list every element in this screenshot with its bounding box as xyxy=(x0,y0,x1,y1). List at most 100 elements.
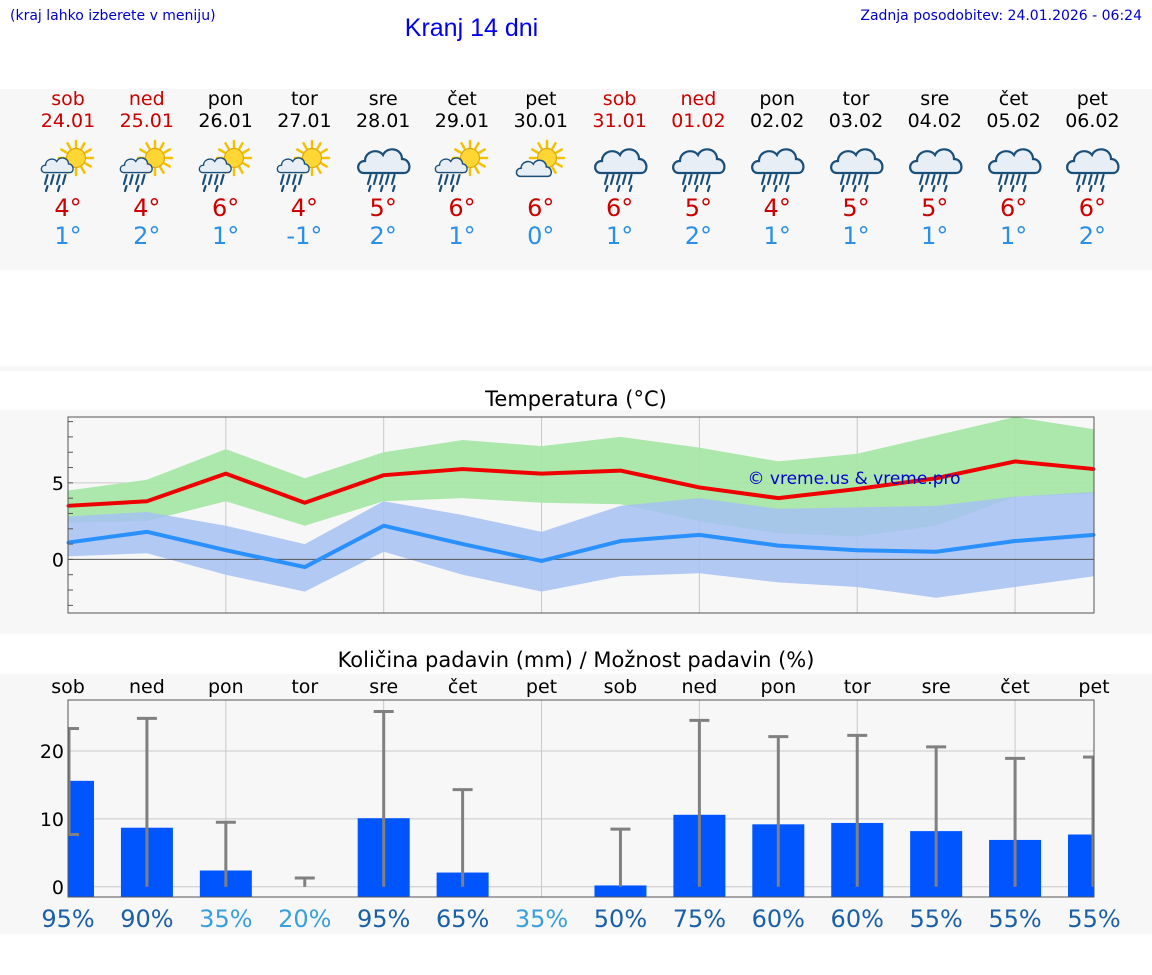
min-temp: 1° xyxy=(999,222,1028,250)
rain-drops xyxy=(201,173,225,193)
day-name: pet xyxy=(1076,88,1108,110)
rain-drop xyxy=(1077,184,1081,193)
day-column: sob 31.01 6° 1° xyxy=(580,88,660,250)
rain-drop xyxy=(919,184,924,193)
rain-drop xyxy=(43,173,49,186)
precip-probability: 35% xyxy=(515,905,568,933)
sun-ray xyxy=(460,142,466,150)
precip-whisker xyxy=(610,827,631,887)
cloud-body xyxy=(515,159,552,178)
rain-drop xyxy=(202,184,207,193)
rain-drop xyxy=(280,173,285,186)
sun-cloud-rain-icon xyxy=(277,139,331,193)
max-temp: 6° xyxy=(448,194,476,222)
rain-drop xyxy=(779,173,784,186)
day-date: 24.01 xyxy=(40,110,96,132)
sun-ray xyxy=(80,166,86,174)
max-temp: 6° xyxy=(1078,194,1107,222)
rain-drops xyxy=(43,173,67,193)
y-tick-label: 0 xyxy=(52,877,64,899)
rain-drop xyxy=(56,184,61,193)
sun-ray xyxy=(241,162,250,168)
day-name: sre xyxy=(368,88,398,110)
precip-whisker xyxy=(689,718,710,887)
x-day-label: sob xyxy=(51,676,85,698)
precip-probability: 90% xyxy=(120,905,173,933)
cloud-shape xyxy=(751,148,805,175)
rain-drop xyxy=(942,173,948,186)
rain-drop xyxy=(1010,184,1015,193)
cloud-body xyxy=(357,148,411,175)
cloud-rain-icon xyxy=(357,148,411,193)
day-date: 01.02 xyxy=(671,110,726,132)
rain-drop xyxy=(201,173,207,186)
rain-drop xyxy=(379,173,384,186)
rain-drop xyxy=(1076,173,1081,186)
min-temp-point xyxy=(382,524,386,528)
sun-ray xyxy=(138,148,147,154)
cloud-shape xyxy=(987,148,1042,175)
cloud-body xyxy=(40,157,74,174)
precip-probability: 75% xyxy=(673,905,726,933)
sun-ray xyxy=(296,148,305,154)
rain-drops xyxy=(997,173,1027,193)
max-temp: 6° xyxy=(605,194,634,222)
max-temp-point xyxy=(855,487,859,491)
sun-disc xyxy=(302,147,323,169)
precip-bar xyxy=(594,885,647,897)
rain-drop xyxy=(1022,184,1027,193)
rain-drop xyxy=(391,173,396,186)
rain-drop xyxy=(1082,173,1087,186)
max-temp-point xyxy=(618,469,622,473)
day-name: sob xyxy=(51,88,85,110)
cloud-shape xyxy=(593,148,648,175)
max-temp: 4° xyxy=(763,194,791,222)
cloud-shape xyxy=(119,157,153,174)
sun-shape xyxy=(215,139,252,177)
max-temp: 6° xyxy=(527,194,555,222)
sun-ray xyxy=(217,148,226,154)
rain-drop xyxy=(621,173,627,186)
min-temp-point xyxy=(697,533,701,537)
rain-drops xyxy=(839,173,869,193)
day-date: 26.01 xyxy=(198,110,253,132)
max-temp: 6° xyxy=(211,194,240,222)
max-temp: 5° xyxy=(369,194,397,222)
rain-drop xyxy=(286,173,291,186)
precip-bar xyxy=(68,780,94,897)
rain-drop xyxy=(615,173,621,186)
day-name: čet xyxy=(998,88,1029,110)
sun-ray xyxy=(316,166,323,174)
rain-drop xyxy=(761,173,766,186)
rain-drops xyxy=(761,173,790,193)
day-date: 25.01 xyxy=(119,110,174,132)
precip-probability: 55% xyxy=(909,905,962,933)
sun-ray xyxy=(163,148,171,154)
x-day-label: tor xyxy=(291,676,318,698)
min-temp-point xyxy=(461,542,465,546)
sun-ray xyxy=(551,166,557,174)
max-temp-point xyxy=(934,476,938,480)
rain-drop xyxy=(707,184,711,193)
cloud-body xyxy=(277,157,311,174)
cloud-rain-icon xyxy=(593,148,648,193)
cloud-rain-icon xyxy=(830,148,884,193)
precip-bar xyxy=(1068,834,1094,897)
cloud-body xyxy=(830,148,884,175)
rain-drop xyxy=(706,173,711,186)
separator xyxy=(0,366,1152,371)
min-temp: 1° xyxy=(448,222,476,250)
rain-drops xyxy=(682,173,711,193)
rain-drop xyxy=(851,173,857,186)
rain-drop xyxy=(786,184,790,193)
day-name: ned xyxy=(128,88,165,110)
sun-ray xyxy=(530,148,539,154)
rain-drop xyxy=(773,173,778,186)
sun-ray xyxy=(60,148,68,154)
precipitation-chart: 0 10 20 sob ned pon tor sre čet pet sob ned pon tor sr… xyxy=(40,676,1121,933)
precip-whisker xyxy=(1005,756,1026,887)
cloud-shape xyxy=(672,148,726,175)
sun-cloud-rain-icon xyxy=(434,139,489,193)
cloud-body xyxy=(987,148,1042,175)
day-date: 28.01 xyxy=(355,110,411,132)
